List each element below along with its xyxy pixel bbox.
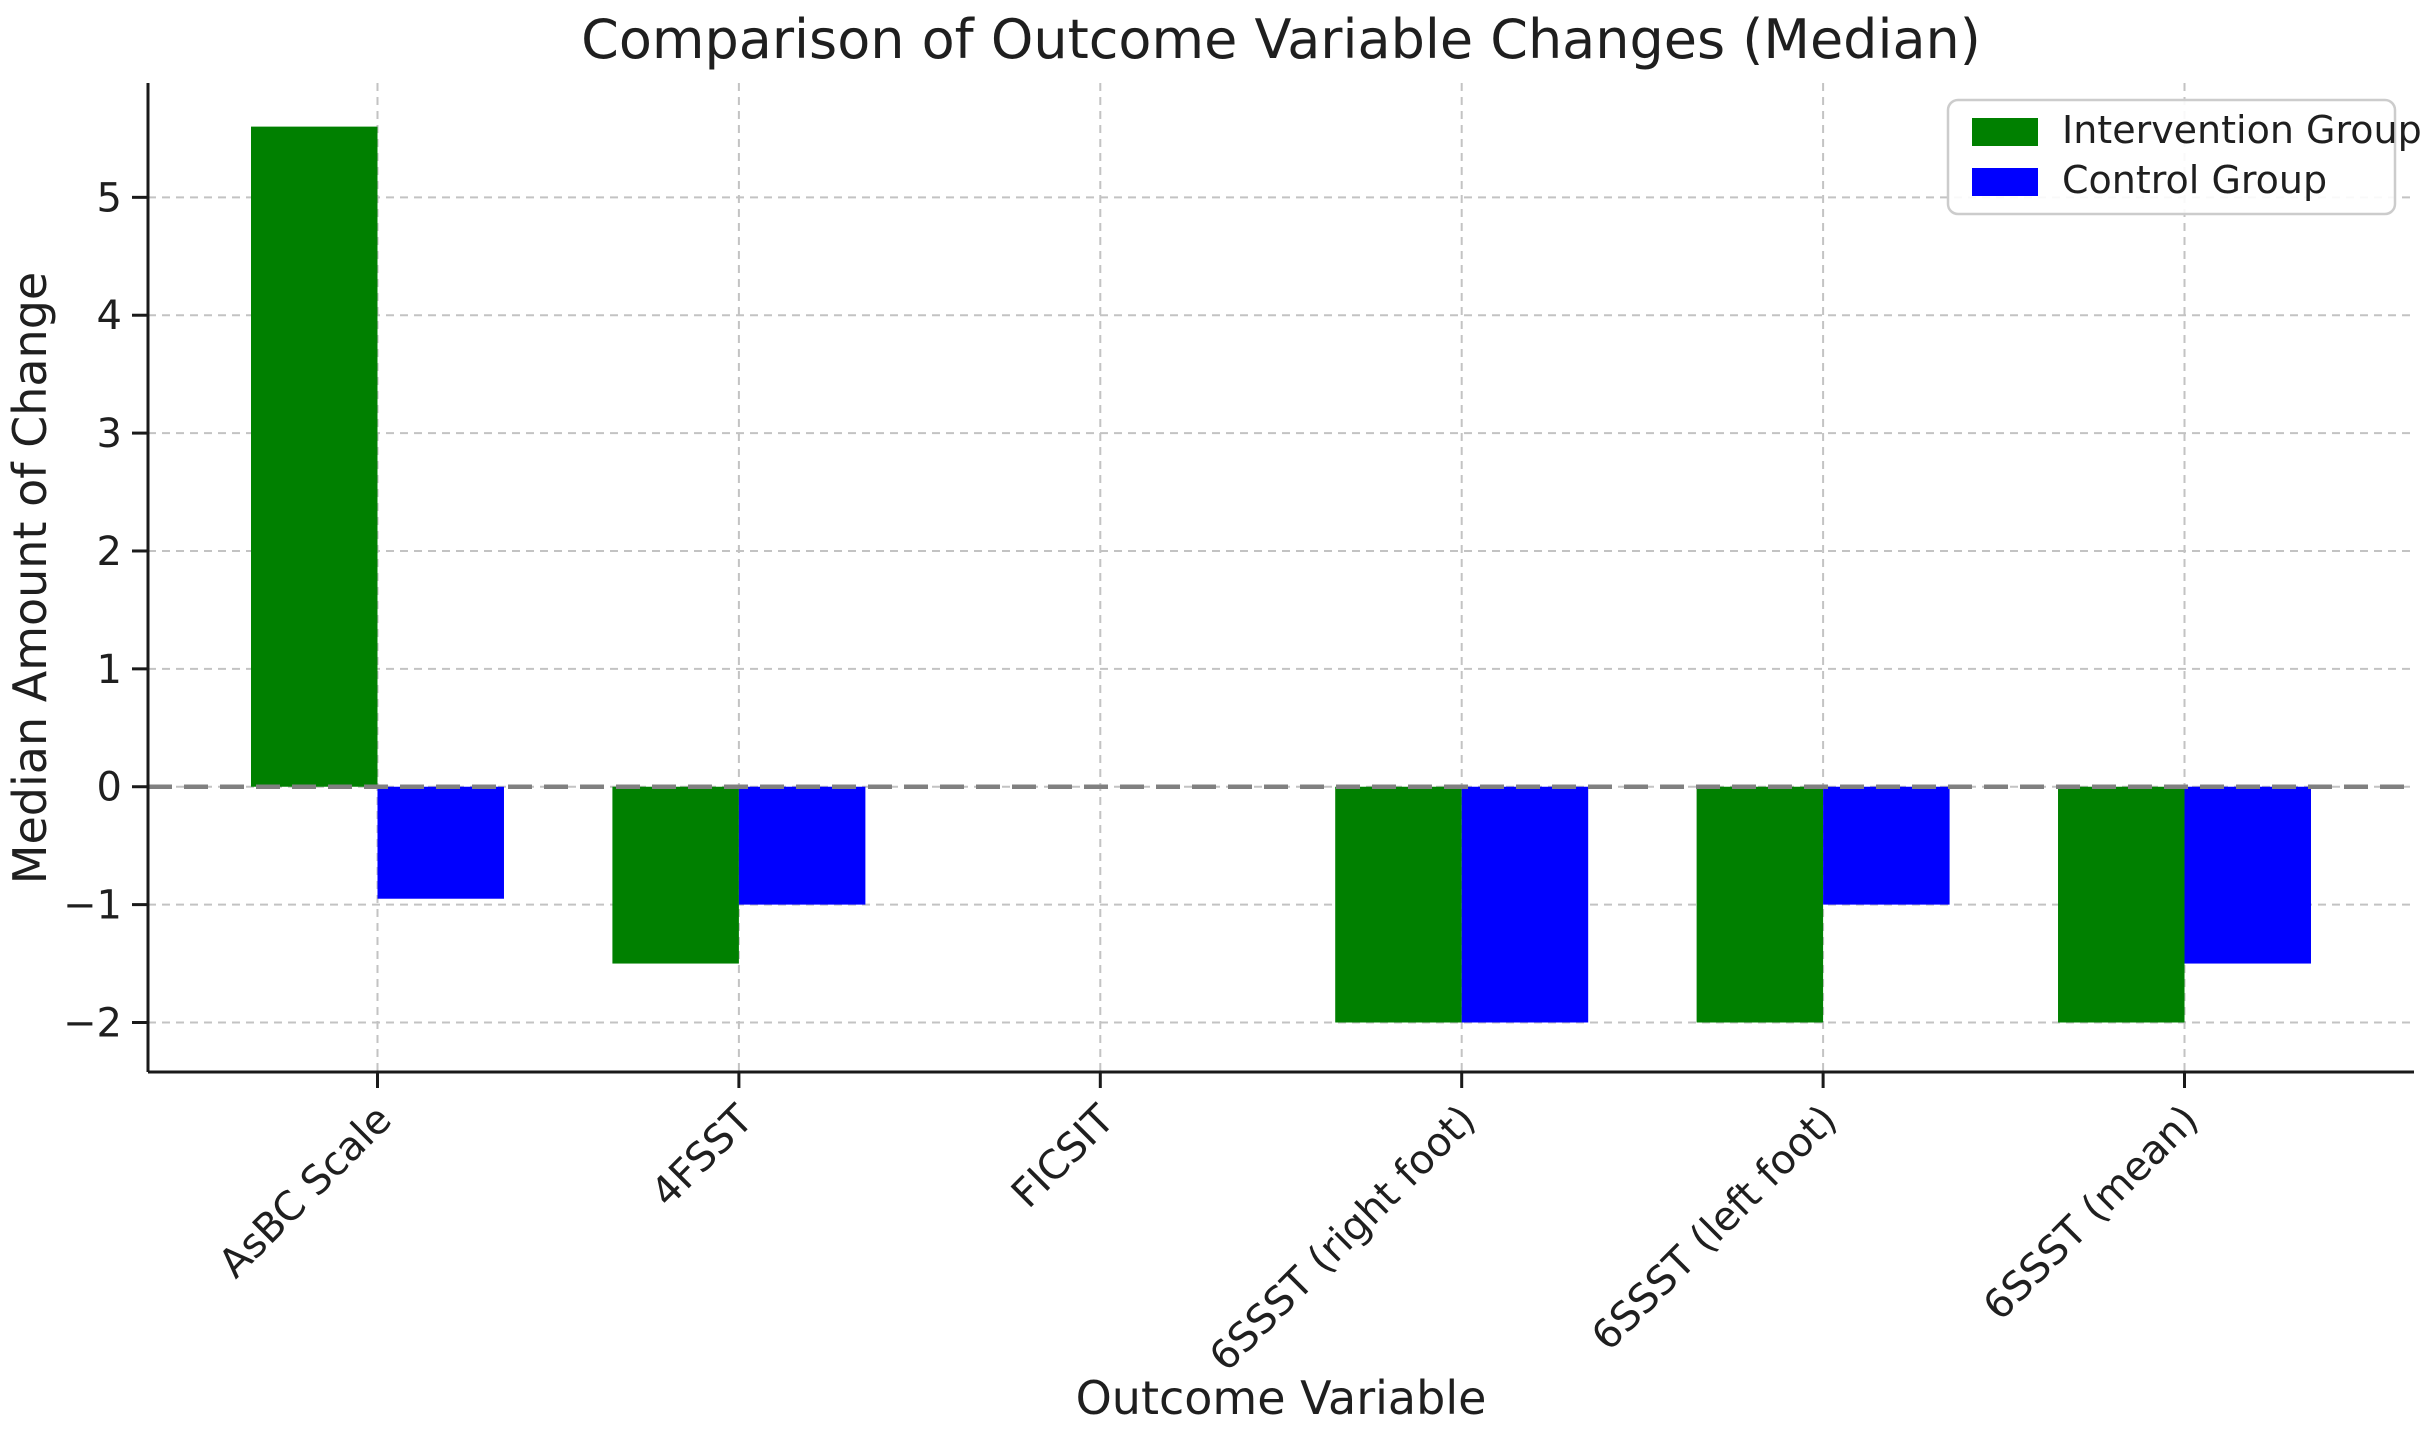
bar-control-4 xyxy=(1823,786,1950,905)
x-tick-label: AsBC Scale xyxy=(210,1097,400,1287)
y-tick-label: 4 xyxy=(97,293,122,339)
bar-intervention-4 xyxy=(1696,786,1824,1023)
y-tick-label: −1 xyxy=(63,883,122,929)
x-tick-label: FICSIT xyxy=(1003,1096,1124,1217)
legend-swatch-control xyxy=(1972,168,2038,196)
axis-ticks xyxy=(132,195,2187,1088)
y-tick-label: 1 xyxy=(97,647,122,693)
legend: Intervention Group Control Group xyxy=(1946,98,2422,216)
bar-control-5 xyxy=(2184,786,2311,964)
bar-intervention-0 xyxy=(251,126,378,787)
y-tick-label: 3 xyxy=(97,411,122,457)
bar-intervention-5 xyxy=(2058,786,2185,1023)
y-tick-label: 0 xyxy=(97,765,122,811)
x-tick-label: 6SSST (left foot) xyxy=(1583,1097,1846,1360)
y-axis-title: Median Amount of Change xyxy=(3,272,57,884)
y-tick-label: 5 xyxy=(97,175,122,221)
tick-labels-layer: 5 4 3 2 1 0 −1 −2 AsBC Scale 4FSST FICSIT 6SSST (ri… xyxy=(63,175,2208,1380)
bar-intervention-1 xyxy=(612,786,739,964)
bar-control-3 xyxy=(1461,786,1589,1023)
x-axis-title: Outcome Variable xyxy=(1076,1371,1487,1425)
axes-spines xyxy=(146,83,2414,1074)
bar-control-0 xyxy=(377,786,504,899)
legend-label: Intervention Group xyxy=(2062,108,2422,152)
y-tick-label: 2 xyxy=(97,529,122,575)
legend-box xyxy=(1946,98,2397,216)
legend-swatch-intervention xyxy=(1972,118,2038,146)
x-tick-label: 4FSST xyxy=(642,1096,762,1216)
x-tick-label: 6SSST (right foot) xyxy=(1201,1097,1485,1381)
gridlines-layer xyxy=(148,83,2414,1072)
x-tick-label: 6SSST (mean) xyxy=(1975,1097,2208,1330)
bars-layer xyxy=(251,126,2311,1023)
chart-title: Comparison of Outcome Variable Changes (… xyxy=(581,8,1981,71)
y-tick-label: −2 xyxy=(63,1000,122,1046)
bar-control-1 xyxy=(738,786,866,905)
legend-label: Control Group xyxy=(2062,158,2327,202)
bar-intervention-3 xyxy=(1335,786,1462,1023)
